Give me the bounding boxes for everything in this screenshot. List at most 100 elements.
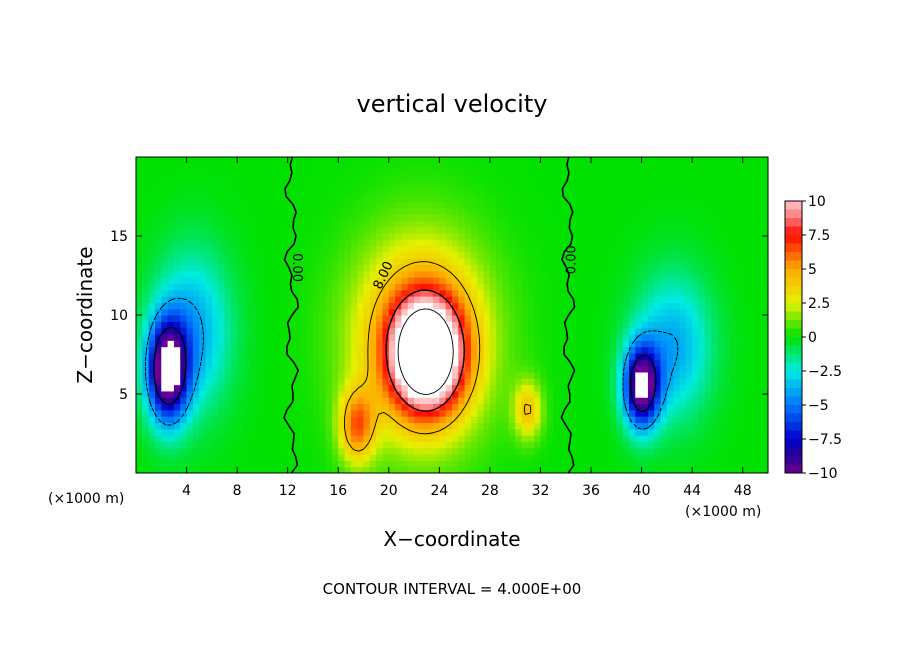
- heatmap-cell: [698, 201, 706, 209]
- heatmap-cell: [395, 251, 403, 259]
- heatmap-cell: [622, 251, 630, 259]
- heatmap-cell: [180, 182, 188, 190]
- heatmap-cell: [565, 283, 573, 291]
- heatmap-cell: [262, 163, 270, 171]
- heatmap-cell: [610, 403, 617, 411]
- heatmap-cell: [559, 157, 567, 164]
- heatmap-cell: [199, 384, 207, 392]
- heatmap-cell: [142, 264, 150, 272]
- heatmap-cell: [420, 157, 428, 164]
- heatmap-cell: [192, 315, 200, 322]
- heatmap-cell: [660, 365, 668, 373]
- heatmap-cell: [540, 428, 548, 436]
- heatmap-cell: [401, 157, 409, 164]
- heatmap-cell: [136, 327, 143, 335]
- heatmap-cell: [192, 454, 200, 461]
- heatmap-cell: [641, 352, 649, 360]
- heatmap-cell: [357, 315, 365, 322]
- heatmap-cell: [401, 397, 409, 405]
- heatmap-cell: [142, 169, 150, 177]
- heatmap-cell: [749, 251, 756, 259]
- heatmap-cell: [546, 435, 554, 442]
- heatmap-cell: [426, 416, 434, 424]
- heatmap-cell: [376, 428, 384, 436]
- heatmap-cell: [344, 175, 352, 183]
- heatmap-cell: [262, 428, 270, 436]
- heatmap-cell: [761, 251, 768, 259]
- heatmap-cell: [464, 258, 472, 266]
- heatmap-cell: [249, 346, 257, 354]
- heatmap-cell: [628, 390, 636, 398]
- heatmap-cell: [186, 220, 194, 228]
- heatmap-cell: [218, 239, 226, 247]
- heatmap-cell: [711, 302, 719, 310]
- heatmap-cell: [268, 454, 276, 461]
- heatmap-cell: [654, 220, 662, 228]
- heatmap-cell: [136, 182, 143, 190]
- heatmap-cell: [578, 416, 586, 424]
- heatmap-cell: [388, 352, 396, 360]
- heatmap-cell: [294, 220, 301, 228]
- heatmap-cell: [742, 333, 750, 341]
- heatmap-cell: [458, 441, 466, 449]
- heatmap-cell: [622, 175, 630, 183]
- heatmap-cell: [610, 321, 617, 329]
- heatmap-cell: [534, 333, 542, 341]
- heatmap-cell: [565, 207, 573, 215]
- heatmap-cell: [761, 220, 768, 228]
- heatmap-cell: [388, 460, 396, 468]
- heatmap-cell: [553, 194, 561, 202]
- heatmap-cell: [205, 264, 213, 272]
- heatmap-cell: [363, 466, 371, 473]
- heatmap-cell: [148, 201, 156, 209]
- heatmap-cell: [628, 308, 636, 316]
- heatmap-cell: [369, 346, 377, 354]
- heatmap-cell: [142, 194, 150, 202]
- heatmap-cell: [685, 365, 693, 373]
- heatmap-cell: [540, 270, 548, 278]
- heatmap-cell: [388, 182, 396, 190]
- heatmap-cell: [458, 232, 466, 240]
- heatmap-cell: [508, 283, 516, 291]
- heatmap-cell: [161, 239, 169, 247]
- heatmap-cell: [199, 435, 207, 442]
- heatmap-cell: [136, 403, 143, 411]
- heatmap-cell: [211, 163, 219, 171]
- heatmap-cell: [755, 390, 763, 398]
- heatmap-cell: [572, 359, 579, 367]
- heatmap-cell: [256, 422, 263, 430]
- heatmap-cell: [553, 296, 561, 303]
- heatmap-cell: [180, 194, 188, 202]
- heatmap-cell: [723, 441, 731, 449]
- heatmap-cell: [218, 346, 226, 354]
- heatmap-cell: [685, 384, 693, 392]
- heatmap-cell: [470, 220, 478, 228]
- heatmap-cell: [445, 283, 453, 291]
- heatmap-cell: [502, 232, 510, 240]
- heatmap-cell: [578, 371, 586, 379]
- heatmap-cell: [230, 466, 238, 473]
- heatmap-cell: [597, 182, 605, 190]
- heatmap-cell: [755, 460, 763, 468]
- heatmap-cell: [635, 251, 643, 259]
- heatmap-cell: [420, 182, 428, 190]
- heatmap-cell: [723, 182, 731, 190]
- heatmap-cell: [420, 220, 428, 228]
- heatmap-cell: [641, 270, 649, 278]
- heatmap-cell: [357, 289, 365, 297]
- heatmap-cell: [237, 365, 245, 373]
- heatmap-cell: [559, 340, 567, 348]
- heatmap-cell: [647, 245, 655, 253]
- heatmap-cell: [578, 397, 586, 405]
- heatmap-cell: [464, 441, 472, 449]
- heatmap-cell: [192, 213, 200, 221]
- heatmap-cell: [730, 308, 737, 316]
- heatmap-cell: [660, 157, 668, 164]
- heatmap-cell: [496, 403, 504, 411]
- heatmap-cell: [742, 403, 750, 411]
- heatmap-cell: [483, 283, 491, 291]
- heatmap-cell: [186, 258, 194, 266]
- heatmap-cell: [350, 371, 358, 379]
- heatmap-cell: [192, 239, 200, 247]
- heatmap-cell: [641, 264, 649, 272]
